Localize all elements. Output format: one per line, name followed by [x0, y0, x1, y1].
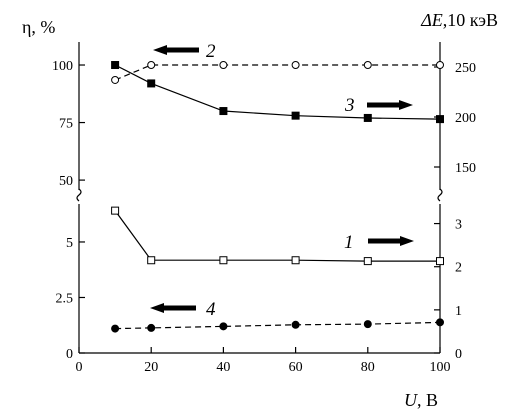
series-3-point: [363, 113, 372, 122]
right-axis-break-mark: [437, 188, 443, 202]
series-1-arrow: [368, 236, 414, 246]
series-1-point: [436, 257, 444, 266]
series-layer: [111, 61, 444, 333]
x-tick-label: 40: [216, 360, 230, 375]
series-1-point: [111, 206, 120, 215]
left-bottom-tick-label: 0: [66, 347, 73, 362]
left-top-tick-label: 50: [59, 174, 73, 189]
x-tick-label: 100: [430, 360, 451, 375]
series-2-line: [114, 64, 440, 81]
series-3-point: [436, 115, 444, 124]
series-1-point: [363, 257, 372, 266]
right-bottom-tick-label: 2: [455, 261, 462, 276]
series-4-label: 4: [206, 299, 216, 320]
series-4-arrow: [150, 303, 196, 313]
series-4-line: [115, 321, 441, 330]
series-1-point: [219, 256, 228, 265]
series-1-label: 1: [344, 232, 354, 253]
axes-layer: [76, 42, 443, 354]
left-bottom-tick-label: 2.5: [56, 291, 74, 306]
series-3-point: [291, 111, 300, 120]
x-tick-label: 80: [361, 360, 375, 375]
right-bottom-tick-label: 3: [455, 218, 462, 233]
series-2-point: [147, 61, 156, 70]
series-3-label: 3: [344, 95, 355, 116]
series-2-point: [436, 61, 444, 70]
series-2-point: [363, 61, 372, 70]
left-bottom-tick-label: 5: [66, 236, 73, 251]
left-axis-title: η, %: [22, 17, 55, 37]
right-top-tick-label: 200: [455, 111, 476, 126]
series-2-point: [291, 61, 300, 70]
right-bottom-tick-label: 1: [455, 304, 462, 319]
series-4-point: [147, 323, 156, 332]
series-1-point: [291, 256, 300, 265]
series-3-line: [114, 64, 441, 120]
series-4-point: [111, 324, 120, 333]
x-tick-label: 60: [289, 360, 303, 375]
left-top-tick-label: 100: [52, 59, 73, 74]
left-axis-break-mark: [76, 188, 82, 202]
series-4-point: [363, 320, 372, 329]
series-2-label: 2: [206, 41, 216, 62]
series-2-arrow: [153, 45, 199, 55]
left-top-tick-label: 75: [59, 117, 73, 132]
right-top-tick-label: 150: [455, 161, 476, 176]
series-4-point: [291, 320, 300, 329]
series-3-point: [219, 107, 228, 116]
labels-layer: 0 20 40 60 80 100 50 75 100 0 2.5 5 150 200 250 0 1 2 3 η, …: [22, 10, 498, 410]
right-top-tick-label: 250: [455, 61, 476, 76]
series-2-point: [111, 75, 120, 84]
series-2-point: [219, 61, 228, 70]
x-tick-label: 0: [76, 360, 83, 375]
series-1-line: [114, 210, 440, 262]
x-axis-title: U, В: [404, 390, 438, 410]
series-1-point: [147, 256, 156, 265]
right-axis-title: ΔE,10 кэВ: [420, 10, 498, 30]
series-3-point: [111, 61, 120, 70]
right-bottom-tick-label: 0: [455, 347, 462, 362]
series-4-point: [219, 322, 228, 331]
series-4-point: [436, 318, 444, 327]
series-3-arrow: [367, 100, 413, 110]
series-3-point: [147, 79, 156, 88]
x-tick-label: 20: [144, 360, 158, 375]
